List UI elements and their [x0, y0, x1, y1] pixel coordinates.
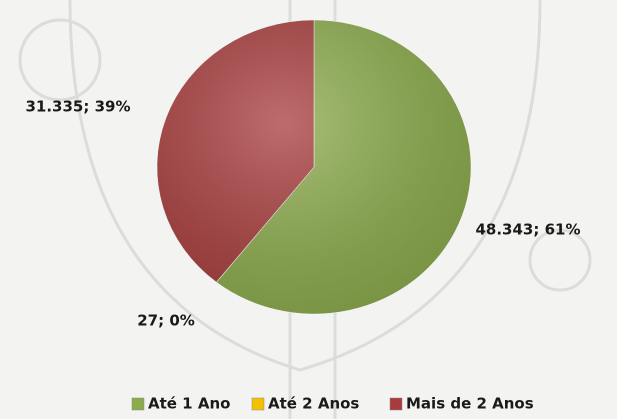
legend-swatch: [131, 397, 145, 411]
data-label: 48.343; 61%: [475, 221, 580, 239]
legend-label: Até 1 Ano: [148, 395, 230, 413]
legend-label: Mais de 2 Anos: [406, 395, 534, 413]
legend-swatch: [389, 397, 403, 411]
data-label: 31.335; 39%: [25, 98, 130, 116]
legend-swatch: [251, 397, 265, 411]
legend-label: Até 2 Anos: [268, 395, 359, 413]
data-label: 27; 0%: [137, 312, 195, 330]
